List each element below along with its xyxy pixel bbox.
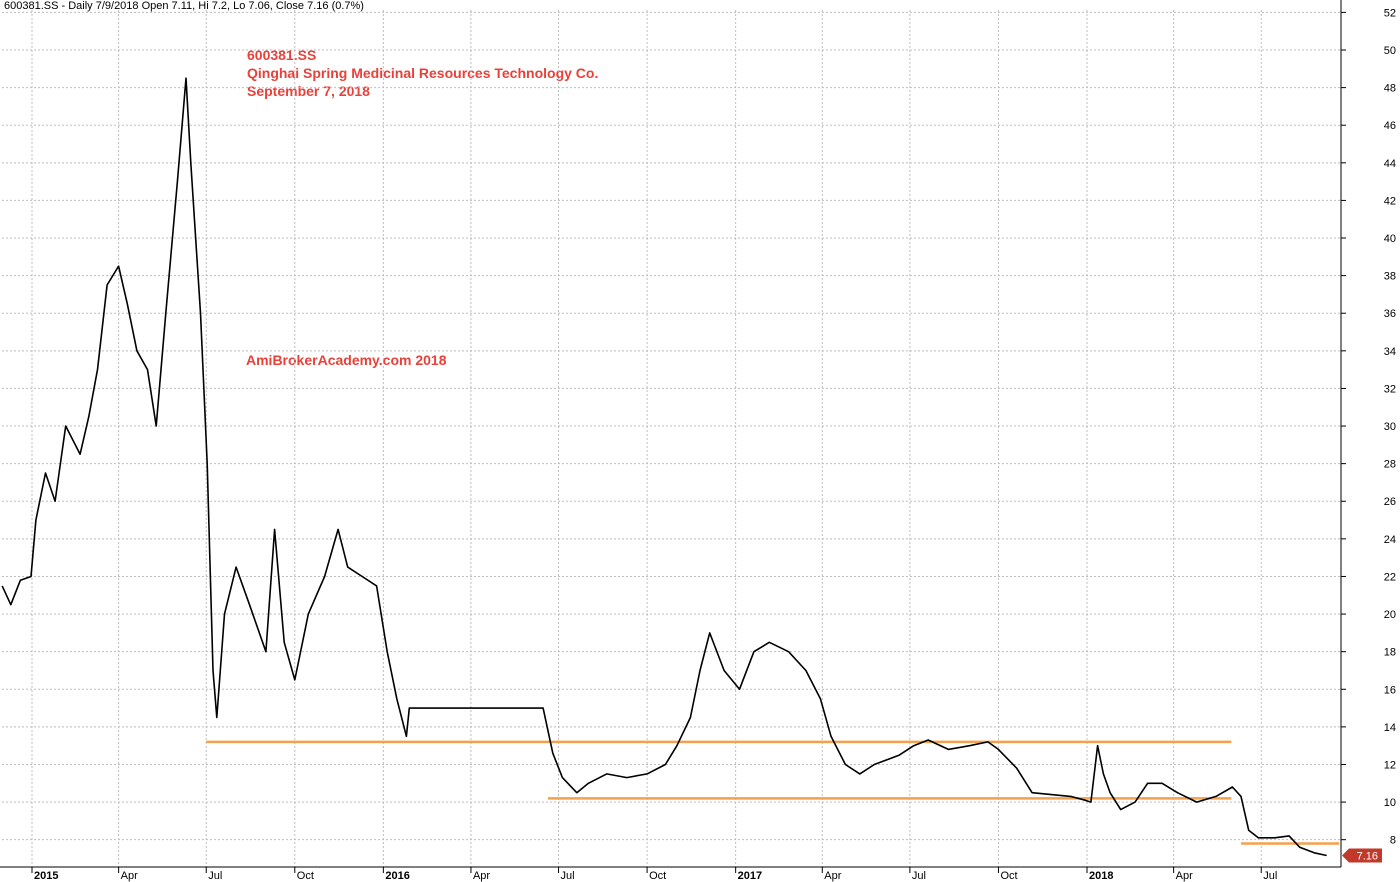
- y-tick-label: 14: [1384, 722, 1396, 734]
- x-tick-label: 2018: [1089, 870, 1113, 882]
- y-tick-label: 28: [1384, 459, 1396, 471]
- x-tick-label: Apr: [121, 870, 138, 882]
- y-tick-label: 48: [1384, 83, 1396, 95]
- y-tick-label: 40: [1384, 233, 1396, 245]
- y-tick-label: 22: [1384, 571, 1396, 583]
- annotation-ticker: 600381.SS: [247, 47, 317, 63]
- x-tick-label: Apr: [473, 870, 490, 882]
- y-tick-label: 30: [1384, 421, 1396, 433]
- y-tick-label: 12: [1384, 759, 1396, 771]
- annotation-date: September 7, 2018: [247, 83, 370, 99]
- x-tick-label: 2016: [385, 870, 409, 882]
- y-tick-label: 38: [1384, 271, 1396, 283]
- y-tick-label: 36: [1384, 308, 1396, 320]
- y-tick-label: 10: [1384, 797, 1396, 809]
- y-tick-label: 52: [1384, 7, 1396, 19]
- y-tick-label: 16: [1384, 684, 1396, 696]
- y-tick-label: 24: [1384, 534, 1396, 546]
- x-tick-label: 2017: [738, 870, 762, 882]
- y-tick-label: 42: [1384, 195, 1396, 207]
- last-price-label: 7.16: [1357, 850, 1378, 862]
- x-tick-label: Apr: [824, 870, 841, 882]
- y-tick-label: 26: [1384, 496, 1396, 508]
- x-tick-label: Apr: [1176, 870, 1193, 882]
- y-tick-label: 32: [1384, 383, 1396, 395]
- y-tick-label: 18: [1384, 647, 1396, 659]
- y-tick-label: 44: [1384, 158, 1396, 170]
- x-tick-label: Oct: [649, 870, 666, 882]
- annotation-watermark: AmiBrokerAcademy.com 2018: [246, 352, 447, 368]
- y-tick-label: 8: [1390, 835, 1396, 847]
- y-tick-label: 34: [1384, 346, 1396, 358]
- x-tick-label: Jul: [1263, 870, 1277, 882]
- y-tick-label: 46: [1384, 120, 1396, 132]
- y-tick-label: 50: [1384, 45, 1396, 57]
- x-tick-label: Jul: [561, 870, 575, 882]
- x-tick-label: Oct: [1000, 870, 1017, 882]
- annotation-company: Qinghai Spring Medicinal Resources Techn…: [247, 65, 599, 81]
- x-tick-label: 2015: [34, 870, 58, 882]
- y-tick-label: 20: [1384, 609, 1396, 621]
- x-tick-label: Jul: [912, 870, 926, 882]
- x-tick-label: Oct: [297, 870, 314, 882]
- chart-header: 600381.SS - Daily 7/9/2018 Open 7.11, Hi…: [4, 0, 364, 12]
- price-series-line: [1, 77, 1327, 857]
- last-price-badge: [1342, 848, 1382, 863]
- x-tick-label: Jul: [208, 870, 222, 882]
